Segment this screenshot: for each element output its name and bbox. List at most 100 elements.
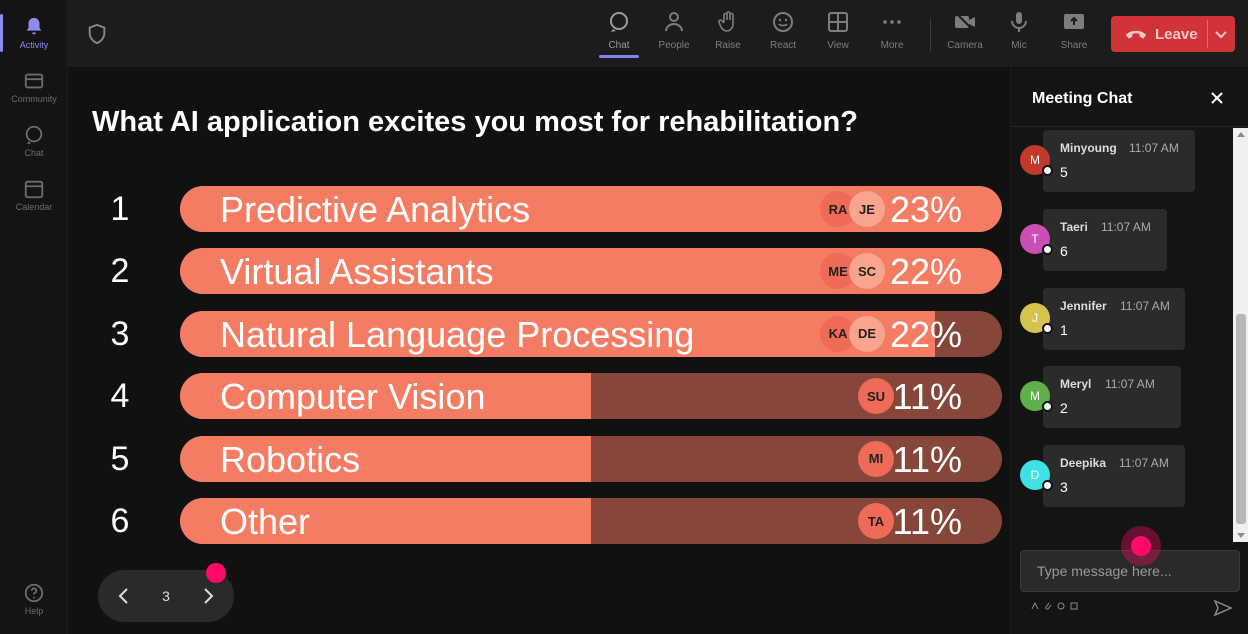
leave-divider [1207,20,1208,48]
toolbar-label: Raise [715,40,741,51]
toolbar-share-button[interactable]: Share [1048,10,1100,60]
toolbar-label: Share [1060,40,1088,51]
option-number: 4 [110,377,130,416]
chevron-right-icon[interactable] [198,586,218,606]
chat-scrollbar[interactable] [1233,128,1248,542]
option-label: Computer Vision [220,376,486,418]
help-icon [24,583,44,603]
click-indicator-dot [1131,536,1151,556]
option-label: Predictive Analytics [220,189,531,230]
rail-item-calendar[interactable]: Calendar [0,170,68,220]
chat-message[interactable]: Taeri 11:07 AM 6 T [1011,208,1233,273]
poll-stage: What AI application excites you most for… [68,68,1010,634]
chat-message[interactable]: Meryl 11:07 AM 2 M [1011,366,1233,430]
option-number: 1 [110,190,130,228]
shield-icon[interactable] [86,22,108,46]
emoji-icon[interactable] [1057,602,1065,610]
toolbar-mic-button[interactable]: Mic [993,10,1045,60]
option-percent: 22% [889,313,962,355]
message-text: 6 [1060,242,1068,259]
send-icon[interactable] [1213,598,1233,618]
poll-option[interactable]: 5 Robotics MI 11% [68,435,1010,482]
option-number: 2 [110,252,130,291]
option-bar-fill [180,373,591,420]
rail-item-help[interactable]: Help [0,574,68,624]
voter-avatar: MI [858,440,894,477]
message-timestamp: 11:07 AM [1129,141,1179,155]
avatar[interactable]: M [1020,145,1053,176]
toolbar-label: More [880,40,904,51]
poll-option[interactable]: 4 Computer Vision SU 11% [68,373,1010,420]
option-label: Robotics [220,438,361,480]
raise-hand-icon [718,11,734,32]
rail-label: Calendar [15,202,53,212]
toolbar-chat-button[interactable]: Chat [593,10,645,60]
poll-option[interactable]: 3 Natural Language Processing KA DE 22% [68,310,1010,357]
avatar-initial: D [1030,468,1040,483]
avatar[interactable]: T [1020,223,1053,255]
toolbar-camera-button[interactable]: Camera [939,10,991,60]
message-bubble: Minyoung 11:07 AM 5 [1043,130,1195,192]
option-bar: Robotics MI 11% [180,435,1002,482]
poll-option[interactable]: 2 Virtual Assistants ME SC 22% [68,248,1010,295]
toolbar-raise-button[interactable]: Raise [702,10,754,60]
chevron-left-icon[interactable] [114,586,134,606]
avatar-initial: J [1032,310,1038,325]
grid-icon [828,12,848,32]
format-icon[interactable] [1031,602,1039,610]
voter-avatar: TA [858,503,894,539]
camera-off-icon [955,12,975,32]
option-percent: 11% [892,501,962,542]
chat-message-input[interactable] [1020,550,1240,592]
option-percent: 23% [889,189,962,230]
toolbar-label: Chat [608,40,630,51]
chat-divider [1011,126,1248,127]
toolbar-people-button[interactable]: People [648,10,700,60]
rail-item-activity[interactable]: Activity [0,8,68,58]
scroll-thumb[interactable] [1236,314,1246,524]
presence-indicator [1042,480,1053,492]
toolbar-more-button[interactable]: More [866,10,918,60]
chat-icon [25,125,43,145]
rail-label: Chat [24,148,44,158]
toolbar-label: People [658,40,690,51]
option-label: Virtual Assistants [220,251,494,293]
voter-avatar: SC [849,253,885,290]
avatar-initial: M [1030,389,1040,404]
scroll-down-arrow[interactable] [1237,533,1245,538]
chat-icon [610,12,628,32]
message-text: 1 [1060,321,1068,338]
message-timestamp: 11:07 AM [1105,377,1155,392]
scroll-up-arrow[interactable] [1237,132,1245,137]
option-bar-fill [180,498,591,544]
presence-indicator [1042,243,1053,255]
option-bar: Other TA 11% [180,498,1002,544]
rail-label: Activity [19,40,49,50]
mic-icon [1011,12,1027,32]
chat-message[interactable]: Jennifer 11:07 AM 1 J [1011,287,1233,352]
rail-item-chat[interactable]: Chat [0,116,68,166]
meeting-toolbar: Chat People Raise React View More Camera [68,0,1248,68]
toolbar-label: React [769,40,797,51]
avatar[interactable]: J [1020,302,1053,334]
chat-message[interactable]: Minyoung 11:07 AM 5 M [1011,130,1233,194]
toolbar-view-button[interactable]: View [812,10,864,60]
message-bubble: Taeri 11:07 AM 6 [1043,208,1167,271]
toolbar-react-button[interactable]: React [757,10,809,60]
close-icon[interactable] [1209,90,1225,106]
avatar[interactable]: M [1020,381,1053,413]
cursor-indicator [206,563,226,583]
avatar[interactable]: D [1020,460,1053,492]
chevron-down-icon[interactable] [1214,27,1228,41]
option-number: 5 [110,439,130,478]
option-percent: 11% [892,438,962,480]
poll-option[interactable]: 6 Other TA 11% [68,498,1010,544]
message-text: 3 [1060,479,1068,496]
leave-button[interactable]: Leave [1111,16,1235,52]
gif-icon[interactable] [1070,602,1078,610]
chat-message[interactable]: Deepika 11:07 AM 3 D [1011,445,1233,509]
attach-icon[interactable] [1044,602,1052,610]
option-bar-fill [180,310,935,357]
rail-item-community[interactable]: Community [0,62,68,112]
poll-option[interactable]: 1 Predictive Analytics RA JE 23% [68,186,1010,232]
